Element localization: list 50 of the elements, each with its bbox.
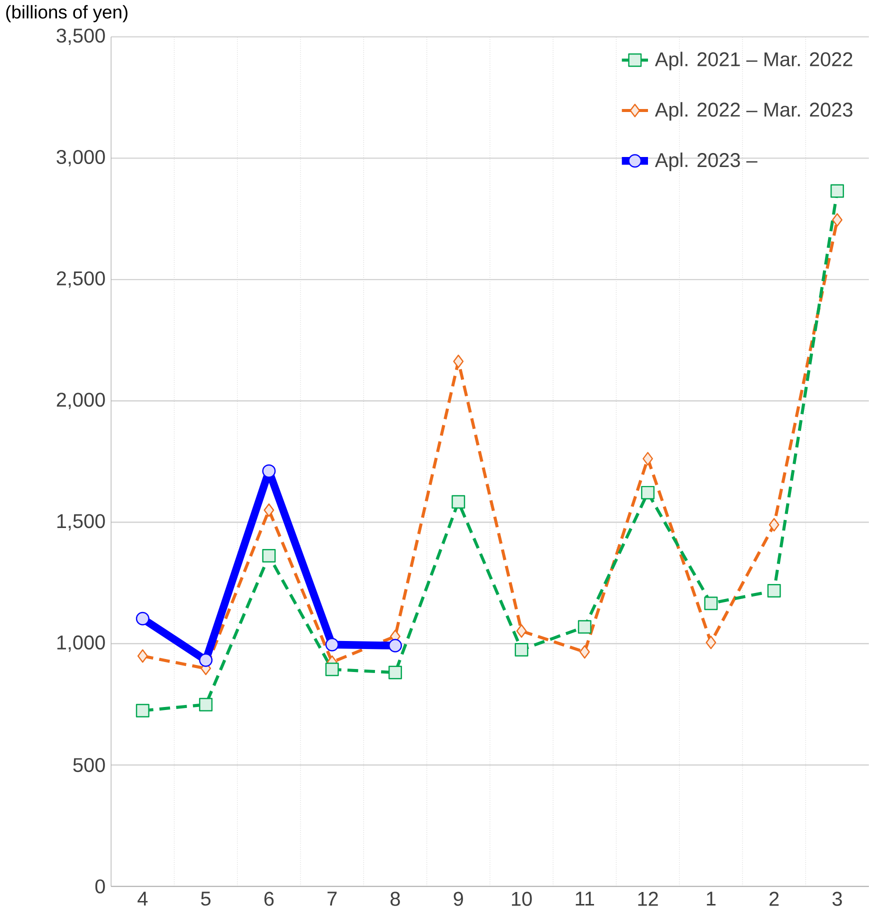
point — [640, 486, 654, 500]
x-tick-label: 4 — [137, 892, 148, 906]
point — [137, 649, 148, 663]
y-tick-label: 2,500 — [56, 271, 105, 288]
point — [262, 464, 276, 478]
point — [578, 620, 592, 634]
point — [516, 624, 527, 638]
point — [452, 354, 464, 368]
x-tick-label: 5 — [200, 892, 210, 906]
y-tick-label: 0 — [95, 879, 105, 894]
point — [451, 495, 465, 509]
point — [642, 452, 653, 466]
y-axis-title: (billions of yen) — [6, 5, 128, 22]
x-tick-label: 12 — [638, 892, 658, 906]
x-tick-label: 11 — [576, 892, 594, 906]
point — [136, 704, 150, 718]
y-tick-label: 3,000 — [56, 150, 105, 166]
point — [514, 642, 528, 656]
point — [198, 653, 212, 667]
x-tick-label: 10 — [512, 892, 532, 906]
y-tick-label: 2,000 — [56, 392, 105, 410]
point — [388, 638, 402, 652]
x-tick-label: 3 — [832, 892, 842, 906]
x-tick-label: 9 — [454, 892, 463, 906]
point — [832, 213, 842, 227]
point — [579, 645, 590, 659]
point — [264, 503, 274, 517]
y-tick-label: 500 — [73, 758, 105, 772]
point — [388, 666, 402, 680]
x-tick-label: 2 — [769, 892, 778, 906]
legend-label: Apl. 2023 – — [654, 152, 758, 172]
legend-label: Apl. 2022 – Mar. 2023 — [654, 102, 852, 121]
y-tick-label: 1,500 — [57, 514, 105, 531]
x-tick-label: 7 — [327, 892, 336, 906]
y-tick-label: 1,000 — [57, 635, 105, 652]
point — [136, 612, 150, 626]
x-tick-label: 1 — [706, 892, 716, 906]
x-tick-label: 6 — [264, 892, 274, 906]
x-tick-label: 8 — [390, 892, 400, 906]
point — [704, 596, 718, 610]
point — [830, 184, 844, 198]
legend-label: Apl. 2021 – Mar. 2022 — [654, 52, 852, 70]
y-tick-label: 3,500 — [56, 28, 105, 46]
point — [768, 518, 780, 532]
point — [767, 584, 781, 598]
point — [198, 698, 212, 712]
point — [325, 662, 339, 676]
point — [706, 636, 716, 650]
point — [262, 549, 276, 563]
point — [325, 638, 339, 652]
